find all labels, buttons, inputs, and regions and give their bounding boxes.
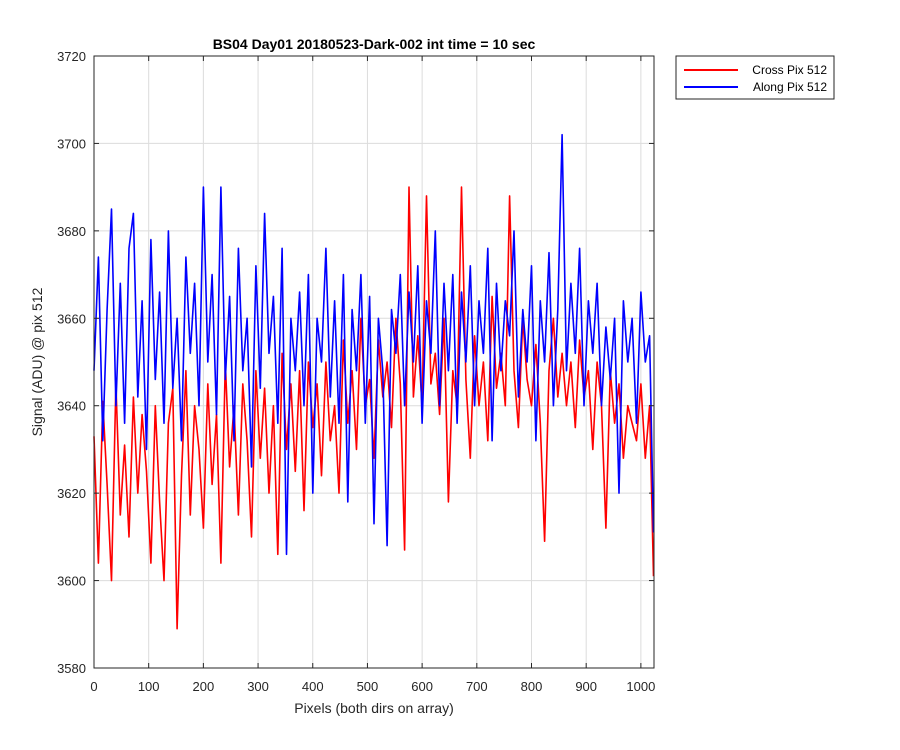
x-tick-label: 800 xyxy=(521,679,543,694)
y-tick-label: 3700 xyxy=(57,136,86,151)
x-tick-label: 100 xyxy=(138,679,160,694)
x-tick-label: 500 xyxy=(357,679,379,694)
y-tick-label: 3720 xyxy=(57,49,86,64)
axis-ticks: 0 100 200 300 400 500 600 700 800 900 1000 3580 3600… xyxy=(57,49,655,694)
chart-title: BS04 Day01 20180523-Dark-002 int time = … xyxy=(213,36,536,52)
series-line-along-pix-512 xyxy=(93,133,655,556)
legend[interactable]: Cross Pix 512 Along Pix 512 xyxy=(675,55,835,100)
x-tick-label: 300 xyxy=(247,679,269,694)
legend-box xyxy=(675,55,835,100)
y-tick-label: 3580 xyxy=(57,661,86,676)
x-axis-label: Pixels (both dirs on array) xyxy=(294,700,454,716)
legend-label-cross: Cross Pix 512 xyxy=(752,63,827,77)
x-tick-label: 600 xyxy=(411,679,433,694)
plot-area-frame xyxy=(93,55,655,669)
x-tick-label: 200 xyxy=(193,679,215,694)
y-tick-label: 3680 xyxy=(57,224,86,239)
x-tick-label: 0 xyxy=(90,679,97,694)
series-line-cross-pix-512 xyxy=(93,186,655,630)
y-tick-label: 3640 xyxy=(57,399,86,414)
x-tick-label: 700 xyxy=(466,679,488,694)
legend-label-along: Along Pix 512 xyxy=(753,80,827,94)
x-tick-label: 900 xyxy=(575,679,597,694)
y-axis-label: Signal (ADU) @ pix 512 xyxy=(29,287,45,436)
series-lines xyxy=(93,133,655,630)
x-tick-label: 400 xyxy=(302,679,324,694)
y-tick-label: 3620 xyxy=(57,486,86,501)
y-tick-label: 3600 xyxy=(57,574,86,589)
y-tick-label: 3660 xyxy=(57,311,86,326)
x-tick-label: 1000 xyxy=(626,679,655,694)
